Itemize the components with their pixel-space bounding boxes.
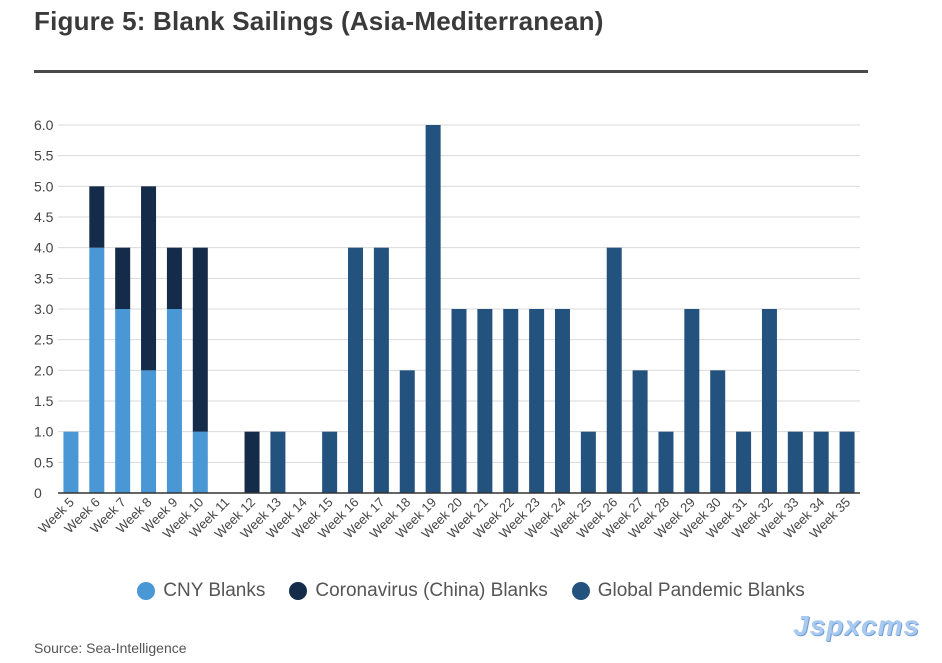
bar-cny <box>192 431 208 493</box>
legend-item-coronavirus: Coronavirus (China) Blanks <box>289 580 548 602</box>
bar-global-pandemic <box>580 431 596 493</box>
y-tick-label: 4.5 <box>34 209 54 225</box>
bar-coronavirus <box>244 431 260 493</box>
bar-global-pandemic <box>425 125 441 493</box>
legend-swatch-global-pandemic <box>571 582 590 600</box>
legend-item-cny: CNY Blanks <box>137 580 265 602</box>
source-note: Source: Sea-Intelligence <box>34 640 187 656</box>
bar-global-pandemic <box>554 309 570 493</box>
legend: CNY Blanks Coronavirus (China) Blanks Gl… <box>0 580 942 602</box>
y-tick-label: 3.5 <box>34 270 54 286</box>
legend-swatch-cny <box>137 582 156 600</box>
bar-global-pandemic <box>736 431 752 493</box>
bar-global-pandemic <box>710 370 726 493</box>
bar-cny <box>89 247 105 493</box>
bar-global-pandemic <box>503 309 519 493</box>
y-tick-label: 6.0 <box>34 117 54 133</box>
y-tick-label: 0 <box>34 485 42 501</box>
bar-chart: 00.51.01.52.02.53.03.54.04.55.05.56.0Wee… <box>34 117 860 541</box>
legend-label-coronavirus: Coronavirus (China) Blanks <box>315 580 548 601</box>
bar-global-pandemic <box>839 431 855 493</box>
bar-global-pandemic <box>632 370 648 493</box>
bar-global-pandemic <box>451 309 467 493</box>
bar-global-pandemic <box>373 247 389 493</box>
bar-global-pandemic <box>684 309 700 493</box>
y-tick-label: 5.0 <box>34 178 54 194</box>
bar-coronavirus <box>166 247 182 309</box>
bar-global-pandemic <box>399 370 415 493</box>
y-tick-label: 4.0 <box>34 240 54 256</box>
bar-cny <box>141 370 157 493</box>
y-tick-label: 2.0 <box>34 362 54 378</box>
bar-cny <box>63 431 79 493</box>
bar-coronavirus <box>89 186 105 248</box>
legend-item-global-pandemic: Global Pandemic Blanks <box>571 580 805 602</box>
bar-global-pandemic <box>813 431 829 493</box>
watermark-logo: Jspxcms <box>793 610 920 641</box>
y-tick-label: 1.0 <box>34 424 54 440</box>
y-tick-label: 5.5 <box>34 148 54 164</box>
legend-swatch-coronavirus <box>289 582 308 600</box>
bar-global-pandemic <box>658 431 674 493</box>
bar-global-pandemic <box>270 431 286 493</box>
bar-global-pandemic <box>761 309 777 493</box>
bar-global-pandemic <box>322 431 338 493</box>
bar-coronavirus <box>115 247 131 309</box>
y-tick-label: 3.0 <box>34 301 54 317</box>
bar-global-pandemic <box>606 247 622 493</box>
bar-global-pandemic <box>529 309 545 493</box>
bar-coronavirus <box>192 247 208 432</box>
title-divider <box>34 70 868 73</box>
y-tick-label: 0.5 <box>34 454 54 470</box>
bar-global-pandemic <box>787 431 803 493</box>
legend-label-cny: CNY Blanks <box>163 580 266 601</box>
bar-global-pandemic <box>348 247 364 493</box>
bar-cny <box>115 309 131 493</box>
chart-title: Figure 5: Blank Sailings (Asia-Mediterra… <box>34 6 604 36</box>
legend-label-global-pandemic: Global Pandemic Blanks <box>597 580 805 601</box>
bar-coronavirus <box>141 186 157 371</box>
bar-global-pandemic <box>477 309 493 493</box>
y-tick-label: 2.5 <box>34 332 54 348</box>
y-tick-label: 1.5 <box>34 393 54 409</box>
bar-cny <box>166 309 182 493</box>
